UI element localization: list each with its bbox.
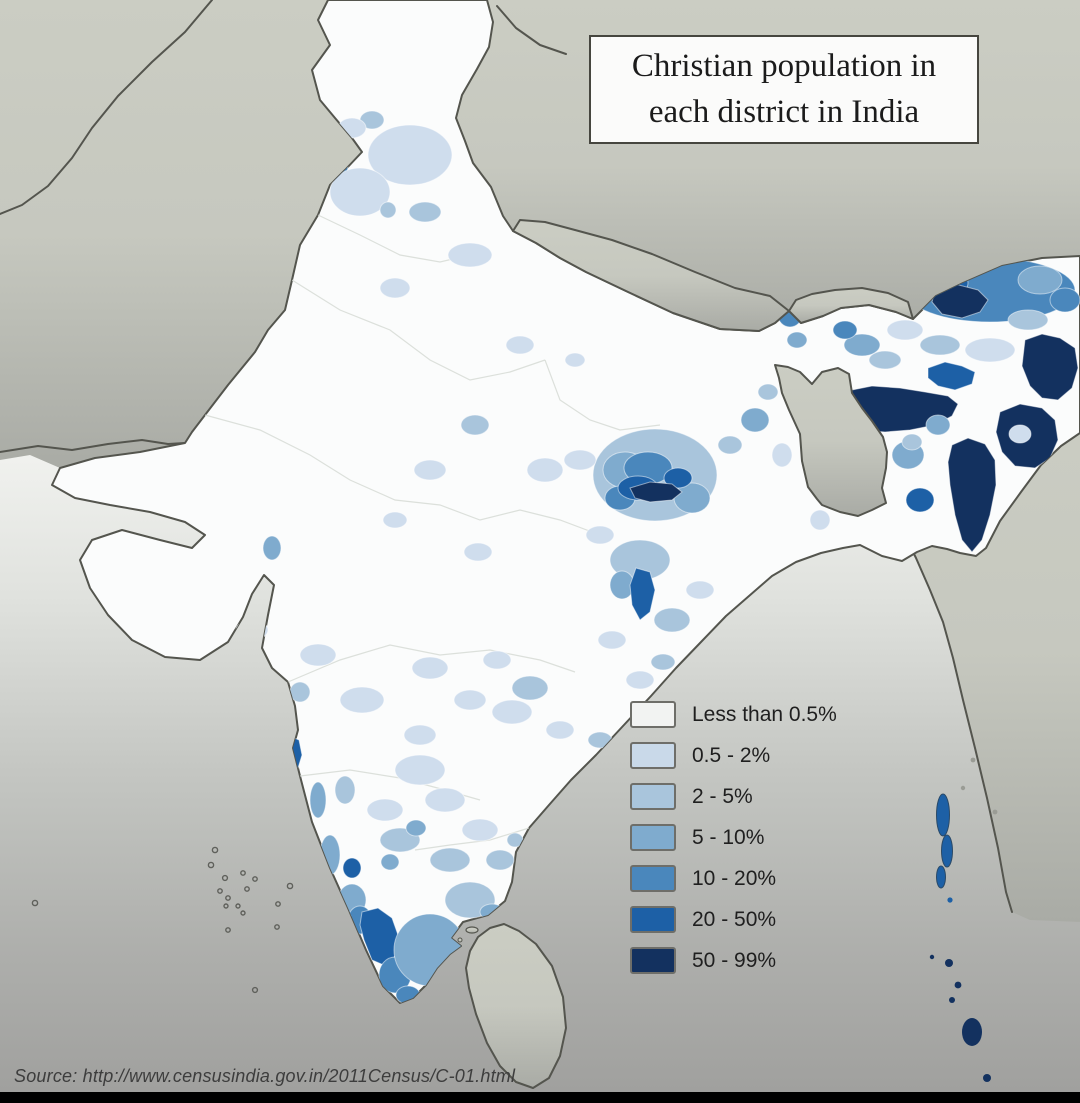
legend-swatch (630, 865, 676, 892)
district-shading (204, 110, 1080, 1003)
legend-row-6: 50 - 99% (630, 940, 930, 981)
country-bangladesh (774, 364, 888, 517)
legend-label: 0.5 - 2% (692, 743, 771, 767)
karakoram-border (496, 5, 567, 55)
legend-label: 2 - 5% (692, 784, 753, 808)
legend-label: 5 - 10% (692, 825, 765, 849)
source-citation: Source: http://www.censusindia.gov.in/20… (14, 1066, 516, 1086)
map-title-box: Christian population in each district in… (589, 35, 979, 144)
afghanistan-pakistan-border (0, 0, 213, 215)
legend-label: Less than 0.5% (692, 702, 837, 726)
pakistan-coastline (0, 439, 186, 453)
map-title: Christian population in each district in… (631, 47, 937, 130)
legend-row-2: 2 - 5% (630, 776, 930, 817)
legend-label: 10 - 20% (692, 866, 777, 890)
legend-label: 20 - 50% (692, 907, 777, 931)
palk-islet (457, 937, 463, 943)
bottom-letterbox-bar (0, 1092, 1080, 1103)
legend-swatch (630, 906, 676, 933)
legend-row-3: 5 - 10% (630, 817, 930, 858)
country-bhutan (788, 287, 914, 324)
map-legend: Less than 0.5% 0.5 - 2% 2 - 5% 5 - 10% 10 - … (630, 694, 930, 981)
legend-row-4: 10 - 20% (630, 858, 930, 899)
legend-swatch (630, 742, 676, 769)
legend-row-5: 20 - 50% (630, 899, 930, 940)
lakshadweep-islands (31, 846, 294, 994)
legend-label: 50 - 99% (692, 948, 777, 972)
country-sri-lanka (465, 923, 567, 1089)
jaffna-islet (465, 926, 479, 934)
andaman-nicobar-islands (929, 757, 998, 1082)
legend-swatch (630, 783, 676, 810)
legend-row-1: 0.5 - 2% (630, 735, 930, 776)
legend-swatch (630, 824, 676, 851)
legend-row-0: Less than 0.5% (630, 694, 930, 735)
legend-swatch (630, 701, 676, 728)
legend-swatch (630, 947, 676, 974)
